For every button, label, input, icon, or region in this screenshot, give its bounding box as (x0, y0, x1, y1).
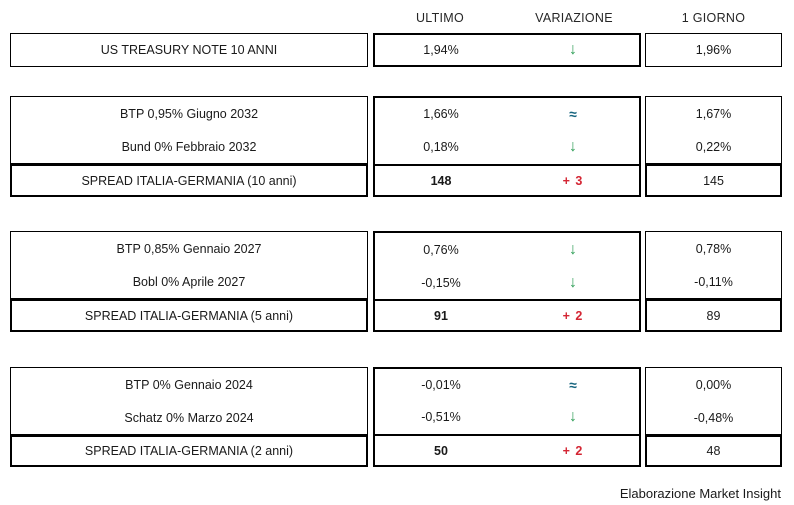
ultimo-value: -0,01% (421, 377, 461, 392)
spread-row: 148 + 3 (375, 164, 639, 195)
ultimo-value: 0,18% (423, 140, 459, 154)
down-arrow-icon: ↓ (569, 408, 577, 426)
spread-giorno-value: 48 (706, 444, 721, 458)
bond-row-label: BTP 0,95% Giugno 2032 (119, 106, 259, 121)
column-header-variazione: VARIAZIONE (535, 11, 613, 25)
bond-row-label: Bobl 0% Aprile 2027 (132, 274, 246, 289)
column-header-1-giorno: 1 GIORNO (681, 11, 746, 25)
spread-giorno-box-10-anni: 145 (645, 164, 782, 197)
giorno-value: 1,96% (695, 43, 732, 57)
giorno-value: 0,78% (695, 241, 732, 256)
giorno-box-10-anni: 1,67% 0,22% (645, 96, 782, 164)
giorno-value: 0,00% (695, 377, 732, 392)
bond-row-label: Bund 0% Febbraio 2032 (121, 139, 257, 154)
giorno-value: -0,11% (694, 274, 733, 289)
mid-box-5-anni: 0,76% ↓ -0,15% ↓ 91 + 2 (373, 231, 641, 332)
approx-icon: ≈ (569, 106, 577, 122)
spread-row-label: SPREAD ITALIA-GERMANIA (10 anni) (81, 173, 297, 188)
table-row: 1,94% ↓ (375, 35, 639, 65)
mid-box-10-anni: 1,66% ≈ 0,18% ↓ 148 + 3 (373, 96, 641, 197)
spread-delta-value: + 2 (562, 443, 584, 458)
label-box-2-anni: BTP 0% Gennaio 2024 Schatz 0% Marzo 2024 (10, 367, 368, 435)
spread-label-box-2-anni: SPREAD ITALIA-GERMANIA (2 anni) (10, 435, 368, 467)
spread-delta-value: + 2 (562, 308, 584, 323)
giorno-value: 1,67% (695, 106, 732, 121)
down-arrow-icon: ↓ (569, 273, 577, 291)
ultimo-value: -0,51% (421, 410, 461, 425)
spread-ultimo-value: 91 (434, 308, 448, 323)
table-row: -0,01% ≈ (375, 369, 639, 401)
spread-row-label: SPREAD ITALIA-GERMANIA (5 anni) (84, 308, 294, 323)
down-arrow-icon: ↓ (569, 240, 577, 258)
down-arrow-icon: ↓ (569, 138, 577, 155)
ultimo-value: -0,15% (421, 275, 461, 290)
table-row: 0,76% ↓ (375, 233, 639, 266)
approx-icon: ≈ (569, 376, 577, 393)
bond-row-label: US TREASURY NOTE 10 ANNI (100, 43, 278, 57)
spread-giorno-value: 89 (706, 308, 721, 323)
giorno-value: -0,48% (693, 410, 734, 425)
spread-giorno-box-5-anni: 89 (645, 299, 782, 332)
spread-ultimo-value: 148 (430, 173, 452, 188)
spread-label-box-10-anni: SPREAD ITALIA-GERMANIA (10 anni) (10, 164, 368, 197)
spread-row: 91 + 2 (375, 299, 639, 330)
bond-row-label: BTP 0,85% Gennaio 2027 (116, 241, 262, 256)
mid-box-us-treasury: 1,94% ↓ (373, 33, 641, 67)
giorno-box-us-treasury: 1,96% (645, 33, 782, 67)
bond-row-label: Schatz 0% Marzo 2024 (124, 410, 254, 425)
spread-label-box-5-anni: SPREAD ITALIA-GERMANIA (5 anni) (10, 299, 368, 332)
spread-row-label: SPREAD ITALIA-GERMANIA (2 anni) (84, 444, 294, 458)
giorno-value: 0,22% (695, 139, 732, 154)
table-row: -0,15% ↓ (375, 266, 639, 299)
table-row: -0,51% ↓ (375, 401, 639, 435)
label-box-10-anni: BTP 0,95% Giugno 2032 Bund 0% Febbraio 2… (10, 96, 368, 164)
spread-ultimo-value: 50 (434, 443, 448, 458)
giorno-box-5-anni: 0,78% -0,11% (645, 231, 782, 299)
label-box-us-treasury: US TREASURY NOTE 10 ANNI (10, 33, 368, 67)
label-box-5-anni: BTP 0,85% Gennaio 2027 Bobl 0% Aprile 20… (10, 231, 368, 299)
down-arrow-icon: ↓ (569, 41, 577, 58)
giorno-box-2-anni: 0,00% -0,48% (645, 367, 782, 435)
table-row: 1,66% ≈ (375, 98, 639, 130)
bond-row-label: BTP 0% Gennaio 2024 (125, 377, 253, 392)
ultimo-value: 0,76% (423, 242, 459, 257)
ultimo-value: 1,94% (423, 43, 459, 57)
column-header-ultimo: ULTIMO (415, 11, 465, 25)
spread-row: 50 + 2 (375, 434, 639, 465)
mid-box-2-anni: -0,01% ≈ -0,51% ↓ 50 + 2 (373, 367, 641, 467)
table-row: 0,18% ↓ (375, 130, 639, 164)
spread-delta-value: + 3 (562, 173, 584, 188)
spread-giorno-value: 145 (703, 173, 724, 188)
ultimo-value: 1,66% (423, 107, 459, 121)
source-credit: Elaborazione Market Insight (619, 486, 781, 501)
spread-giorno-box-2-anni: 48 (645, 435, 782, 467)
